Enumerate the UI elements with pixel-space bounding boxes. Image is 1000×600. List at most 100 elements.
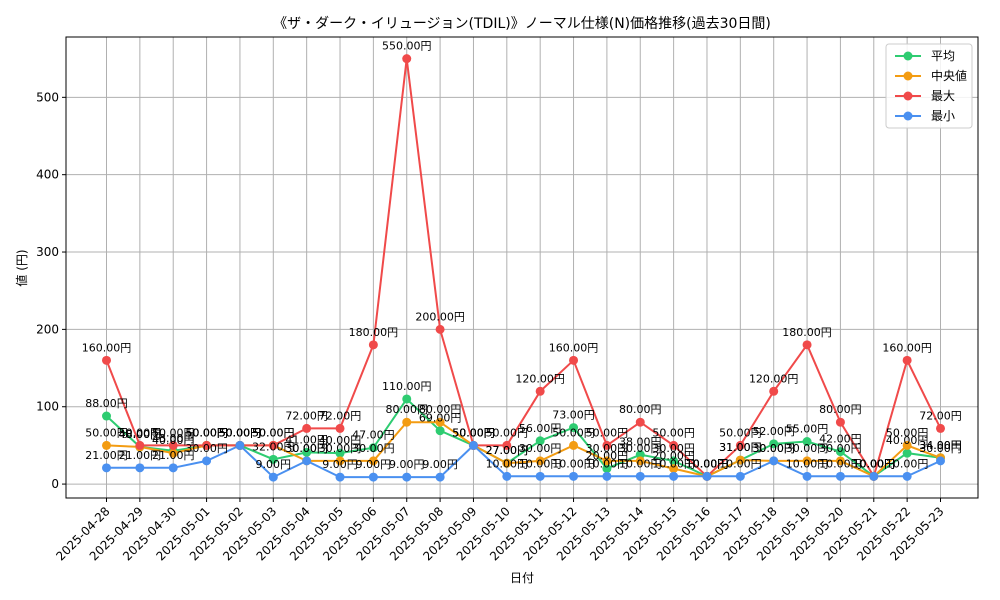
series-0-data-label: 48.00円 xyxy=(119,428,162,441)
series-3-point xyxy=(635,471,645,481)
series-0-data-label: 30.00円 xyxy=(652,442,695,455)
series-3-point xyxy=(669,471,679,481)
series-1-data-label: 30.00円 xyxy=(285,442,328,455)
series-3-data-label: 30.00円 xyxy=(919,442,962,455)
series-2-data-label: 120.00円 xyxy=(749,372,799,385)
series-2-point xyxy=(402,54,412,64)
series-1-point xyxy=(835,456,845,466)
series-1-point xyxy=(535,456,545,466)
series-0-point xyxy=(769,439,779,449)
y-tick-label: 300 xyxy=(36,245,59,259)
series-0-point xyxy=(802,437,812,447)
series-3-point xyxy=(735,471,745,481)
series-2-data-label: 72.00円 xyxy=(285,409,328,422)
series-2-point xyxy=(602,440,612,450)
series-3-data-label: 10.00円 xyxy=(552,457,595,470)
series-2-data-label: 180.00円 xyxy=(349,326,399,339)
legend-marker xyxy=(903,111,913,121)
series-1-data-label: 80.00円 xyxy=(419,403,462,416)
series-3-point xyxy=(835,471,845,481)
series-1-point xyxy=(435,417,445,427)
series-0-point xyxy=(368,443,378,453)
series-2-data-label: 160.00円 xyxy=(549,341,599,354)
series-3-line xyxy=(106,444,941,479)
series-2-data-label: 160.00円 xyxy=(882,341,932,354)
series-0-data-label: 55.00円 xyxy=(786,423,829,436)
series-2-data-label: 550.00円 xyxy=(382,40,432,53)
series-3-data-label: 9.00円 xyxy=(256,458,292,471)
series-2-data-label: 50.00円 xyxy=(152,426,195,439)
series-0-data-label: 52.00円 xyxy=(752,425,795,438)
series-0-data-label: 50.00円 xyxy=(219,426,262,439)
series-1-point xyxy=(669,464,679,474)
series-0-data-label: 69.00円 xyxy=(419,412,462,425)
series-1-point xyxy=(168,448,178,458)
series-2-data-label: 80.00円 xyxy=(619,403,662,416)
y-axis-ticks: 0 100 200 300 400 500 xyxy=(36,90,66,491)
series-2-point xyxy=(735,440,745,450)
series-0-data-label: 10.00円 xyxy=(853,457,896,470)
legend-label: 平均 xyxy=(931,49,955,63)
series-0-point xyxy=(635,450,645,460)
series-3-point xyxy=(368,472,378,482)
series-2-data-label: 72.00円 xyxy=(919,409,962,422)
series-2-point xyxy=(802,340,812,350)
series-2-data-label: 50.00円 xyxy=(185,426,228,439)
series-1-point xyxy=(102,440,111,450)
series-2-point xyxy=(936,423,945,433)
x-axis-ticks: 2025-04-282025-04-292025-04-302025-05-01… xyxy=(53,498,947,563)
legend-marker xyxy=(903,91,913,101)
series-2-point xyxy=(435,324,445,334)
series-1-data-label: 30.00円 xyxy=(319,442,362,455)
series-1-point xyxy=(602,456,612,466)
series-3-point xyxy=(502,471,512,481)
series-1-data-label: 30.00円 xyxy=(519,442,562,455)
series-0-line xyxy=(105,397,941,478)
series-1-data-label: 50.00円 xyxy=(185,426,228,439)
series-2-point xyxy=(368,340,378,350)
series-2-data-label: 120.00円 xyxy=(515,372,565,385)
series-0-data-label: 10.00円 xyxy=(686,457,729,470)
series-1-data-label: 30.00円 xyxy=(619,442,662,455)
series-3-data-label: 10.00円 xyxy=(652,457,695,470)
series-2-point xyxy=(769,386,779,396)
series-2-data-label: 10.00円 xyxy=(853,457,896,470)
series-0-data-label: 27.00円 xyxy=(486,444,529,457)
series-1-data-label: 10.00円 xyxy=(853,457,896,470)
series-3-data-label: 10.00円 xyxy=(519,457,562,470)
series-3-data-label: 10.00円 xyxy=(819,457,862,470)
series-2-point xyxy=(302,423,312,433)
series-2-data-label: 50.00円 xyxy=(452,426,495,439)
series-3-data-label: 9.00円 xyxy=(389,458,425,471)
series-0-data-label: 31.00円 xyxy=(719,441,762,454)
series-2-point xyxy=(168,440,178,450)
series-0-data-label: 88.00円 xyxy=(85,397,128,410)
series-0-point xyxy=(435,426,445,436)
series-3-point xyxy=(569,471,579,481)
series-2-point xyxy=(669,440,679,450)
series-3-data-label: 30.00円 xyxy=(752,442,795,455)
series-1-data-label: 40.00円 xyxy=(152,434,195,447)
series-3-data-label: 10.00円 xyxy=(486,457,529,470)
series-3-point xyxy=(135,463,145,473)
series-1-data-label: 50.00円 xyxy=(219,426,262,439)
series-2-data-label: 50.00円 xyxy=(652,426,695,439)
series-3-data-label: 10.00円 xyxy=(853,457,896,470)
series-0-data-label: 34.00円 xyxy=(919,439,962,452)
series-3-point xyxy=(435,472,445,482)
series-0-point xyxy=(669,456,679,466)
series-3-data-label: 9.00円 xyxy=(356,458,392,471)
series-3-point xyxy=(102,463,111,473)
series-0-point xyxy=(535,436,545,446)
series-2-data-label: 50.00円 xyxy=(586,426,629,439)
data-points xyxy=(102,54,945,482)
series-3-data-label: 10.00円 xyxy=(619,457,662,470)
series-1-point xyxy=(402,417,412,427)
y-tick-label: 400 xyxy=(36,168,59,182)
series-3-data-label: 21.00円 xyxy=(119,449,162,462)
series-1-point xyxy=(368,456,378,466)
series-2-data-label: 180.00円 xyxy=(782,326,832,339)
y-tick-label: 200 xyxy=(36,322,59,336)
legend-label: 最大 xyxy=(931,89,955,103)
